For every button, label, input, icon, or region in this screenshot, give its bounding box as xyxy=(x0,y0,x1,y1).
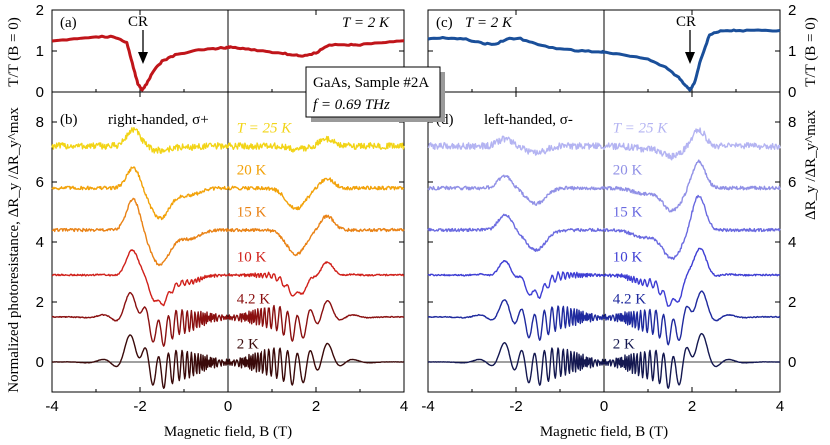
panel-d-series-label: 4.2 K xyxy=(613,292,647,308)
curves-layer: T = 25 K 20 K 15 K 10 K 4.2 K 2 K T = 25 K 20 K… xyxy=(51,28,781,389)
panel-d-series-line xyxy=(427,247,781,307)
panel-d-ytick-label: 4 xyxy=(788,234,796,251)
ticks-layer: 0 1 2 -4 -2 0 2 4 0 2 4 6 8 0 1 2 -4 -2 0 2 4 0 2 4 6 8 xyxy=(36,2,797,415)
panel-b-ytick-label: 8 xyxy=(36,114,44,131)
panel-c-ytick-label: 1 xyxy=(788,43,796,60)
panel-b-ytick-label: 0 xyxy=(36,354,44,371)
infobox-line1: GaAs, Sample #2A xyxy=(313,75,429,91)
panel-b-ytick-label: 6 xyxy=(36,174,44,191)
panel-d-ytick-label: 6 xyxy=(788,174,796,191)
panel-d-xtick-label: 0 xyxy=(600,398,608,415)
y-axis-label-left-bottom: Normalized photoresistance, ΔR_y /ΔR_y^m… xyxy=(6,107,22,393)
panel-d-xtick-label: -4 xyxy=(421,398,434,415)
x-axis-label-left: Magnetic field, B (T) xyxy=(164,424,292,440)
panel-b-series-label: 20 K xyxy=(237,163,267,179)
panel-b-series-line xyxy=(51,197,405,267)
panel-b-series-line xyxy=(51,166,405,221)
panel-a-series-line xyxy=(51,34,405,92)
panel-d-xtick-label: 2 xyxy=(688,398,696,415)
y-axis-label-right-top: T/T (B = 0) xyxy=(803,17,819,86)
x-axis-label-right: Magnetic field, B (T) xyxy=(540,424,668,440)
panel-b-xtick-label: 2 xyxy=(312,398,320,415)
panel-b-series-label: 4.2 K xyxy=(237,292,270,308)
infobox-line2: f = 0.69 THz xyxy=(313,97,390,113)
panel-a-ytick-label: 2 xyxy=(36,2,44,19)
panel-d-ytick-label: 2 xyxy=(788,294,796,311)
panel-a-ytick-label: 1 xyxy=(36,43,44,60)
panel-c-letter: (c) xyxy=(436,15,453,31)
panel-a-temp-label: T = 2 K xyxy=(342,15,390,31)
panel-a-ytick-label: 0 xyxy=(36,84,44,101)
panel-b-series-label-bg xyxy=(234,336,262,353)
panel-d-series-label-bg xyxy=(610,291,649,308)
panel-d-series-label-bg xyxy=(610,120,671,137)
panel-b-xtick-label: -4 xyxy=(45,398,58,415)
y-axis-label-left-top: T/T (B = 0) xyxy=(6,17,22,86)
panel-d-series-label: T = 25 K xyxy=(613,121,668,137)
infobox xyxy=(305,66,441,118)
panel-b-series-label-bg xyxy=(234,204,269,221)
panel-d-series-label: 15 K xyxy=(613,205,643,221)
panel-d-series-line xyxy=(427,194,781,261)
panel-b-xtick-label: 4 xyxy=(400,398,408,415)
panel-c-ytick-label: 2 xyxy=(788,2,796,19)
panel-d-series-line xyxy=(427,159,781,213)
panel-a-letter: (a) xyxy=(60,15,77,31)
panel-b-series-line xyxy=(51,249,405,307)
panel-b-series-label: 10 K xyxy=(237,250,267,266)
panel-b-series-line xyxy=(51,291,405,347)
panel-d-title: left-handed, σ- xyxy=(484,112,573,128)
panel-c-cr-arrowhead xyxy=(685,52,695,64)
panel-b-xtick-label: -2 xyxy=(133,398,146,415)
panel-c-series-line xyxy=(427,28,781,92)
panel-d-series-label-bg xyxy=(610,162,645,179)
panel-c-temp-label: T = 2 K xyxy=(465,15,513,31)
panel-d-series-line xyxy=(428,332,781,389)
panel-d-xtick-label: 4 xyxy=(776,398,784,415)
y-axis-label-right-bottom: ΔR_y /ΔR_y^max xyxy=(803,109,819,220)
panel-d-xtick-label: -2 xyxy=(509,398,522,415)
panel-c-ytick-label: 0 xyxy=(788,84,796,101)
panel-b-series-label: T = 25 K xyxy=(237,121,292,137)
panel-b-series-label-bg xyxy=(234,249,269,266)
panel-d-series-label: 20 K xyxy=(613,163,643,179)
panel-b-title: right-handed, σ+ xyxy=(108,112,209,128)
panel-b-letter: (b) xyxy=(60,112,78,128)
panel-b-ytick-label: 2 xyxy=(36,294,44,311)
panel-d-series-line xyxy=(427,290,781,346)
panel-d-ytick-label: 8 xyxy=(788,114,796,131)
panel-c-cr-label: CR xyxy=(676,14,696,30)
panel-b-series-line xyxy=(51,334,404,389)
panel-b-series-label: 2 K xyxy=(237,337,259,353)
panel-b-series-label-bg xyxy=(234,162,269,179)
panel-b-series-label-bg xyxy=(234,120,295,137)
panel-b-series-line xyxy=(51,127,405,154)
panel-d-series-line xyxy=(427,127,781,161)
panel-d-series-label-bg xyxy=(610,204,645,221)
panel-b-series-label-bg xyxy=(234,291,273,308)
panel-d-series-label: 10 K xyxy=(613,250,643,266)
panel-b-series-label: 15 K xyxy=(237,205,267,221)
panel-b-ytick-label: 4 xyxy=(36,234,44,251)
panel-b-xtick-label: 0 xyxy=(224,398,232,415)
panel-d-series-label-bg xyxy=(610,336,638,353)
panel-d-series-label: 2 K xyxy=(613,337,635,353)
panel-a-cr-arrowhead xyxy=(138,52,148,64)
panel-d-ytick-label: 0 xyxy=(788,354,796,371)
panel-a-cr-label: CR xyxy=(128,14,148,30)
panel-d-series-label-bg xyxy=(610,249,645,266)
